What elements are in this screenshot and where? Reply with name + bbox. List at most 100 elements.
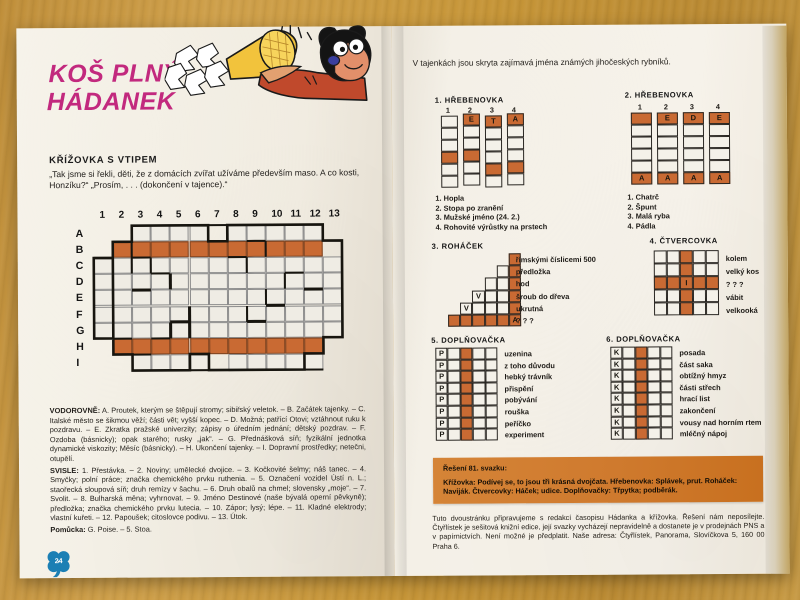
crossword-cell[interactable] [246,240,266,258]
puzzle-cell[interactable]: K [610,381,623,394]
puzzle-cell[interactable]: K [610,416,624,428]
puzzle-cell[interactable] [496,277,509,291]
puzzle-cell[interactable] [660,427,673,440]
puzzle-cell[interactable] [692,250,706,264]
puzzle-cell[interactable] [623,427,636,440]
crossword-cell[interactable] [304,321,324,338]
puzzle-cell[interactable] [667,302,681,316]
puzzle-cell[interactable] [653,263,667,277]
crossword-cell[interactable] [189,321,209,338]
puzzle-cell[interactable] [485,175,503,188]
puzzle-cell[interactable] [506,125,525,138]
crossword-cell[interactable] [304,288,324,305]
crossword-cell[interactable] [170,321,190,339]
crossword-cell[interactable] [285,337,305,354]
crossword-cell[interactable] [132,322,152,339]
puzzle-cell[interactable] [460,359,473,371]
puzzle-cell[interactable]: K [610,404,624,417]
crossword-cell[interactable] [132,289,152,307]
puzzle-cell[interactable] [635,427,649,440]
puzzle-cell[interactable]: E [708,111,730,125]
crossword-cell[interactable] [323,304,343,321]
puzzle-cell[interactable] [462,125,481,138]
crossword-cell[interactable] [323,320,343,338]
puzzle-cell[interactable]: K [610,346,623,359]
puzzle-cell[interactable] [441,151,459,164]
crossword-cell[interactable] [265,289,285,306]
puzzle-cell[interactable] [682,124,704,137]
puzzle-cell[interactable] [666,263,680,277]
puzzle-cell[interactable]: V [460,302,473,315]
puzzle-cell[interactable] [622,369,636,382]
crossword-cell[interactable] [189,305,209,322]
puzzle-cell[interactable] [660,392,673,405]
puzzle-cell[interactable] [709,159,731,173]
puzzle-cell[interactable] [635,381,648,393]
puzzle-cell[interactable] [635,358,648,370]
puzzle-cell[interactable] [659,346,673,359]
crossword-cell[interactable] [285,353,305,370]
crossword-cell[interactable] [227,224,247,242]
crossword-cell[interactable] [170,305,190,322]
crossword-cell[interactable] [112,257,132,274]
puzzle-cell[interactable] [484,347,498,360]
crossword-cell[interactable] [94,322,114,339]
puzzle-cell[interactable] [666,250,680,264]
puzzle-cell[interactable]: A [506,113,524,126]
puzzle-cell[interactable]: P [435,370,448,383]
puzzle-cell[interactable] [448,428,461,441]
crossword-cell[interactable] [94,306,114,323]
puzzle-cell[interactable] [647,404,661,417]
crossword-cell[interactable] [266,321,286,338]
crossword-cell[interactable] [284,256,304,273]
crossword-cell[interactable] [247,353,267,370]
puzzle-cell[interactable] [622,346,636,359]
crossword-cell[interactable] [189,257,209,274]
puzzle-cell[interactable] [447,382,461,395]
puzzle-cell[interactable] [447,394,461,406]
puzzle-cell[interactable] [708,123,730,137]
crossword-cell[interactable] [246,289,266,306]
crossword-cell[interactable] [303,224,323,241]
puzzle-cell[interactable] [635,392,648,405]
puzzle-cell[interactable] [631,160,653,173]
puzzle-cell[interactable] [447,359,461,371]
puzzle-cell[interactable]: A [683,172,705,185]
puzzle-cell[interactable] [692,263,706,277]
puzzle-cell[interactable]: K [610,427,624,440]
puzzle-cell[interactable]: P [435,405,449,418]
puzzle-cell[interactable] [683,160,705,173]
crossword-cell[interactable] [170,354,190,371]
puzzle-cell[interactable] [507,173,525,186]
puzzle-cell[interactable] [484,359,498,371]
puzzle-cell[interactable] [463,161,481,174]
puzzle-cell[interactable] [447,370,461,383]
puzzle-cell[interactable]: P [435,394,449,406]
crossword-cell[interactable] [151,354,171,371]
crossword-cell[interactable] [208,241,228,258]
crossword-cell[interactable] [285,305,305,322]
crossword-cell[interactable] [189,289,209,306]
puzzle-cell[interactable] [635,346,648,359]
puzzle-cell[interactable] [472,428,486,441]
puzzle-cell[interactable] [630,112,652,125]
puzzle-cell[interactable] [683,148,705,161]
puzzle-cell[interactable] [463,149,481,162]
puzzle-cell[interactable] [460,382,473,395]
puzzle-cell[interactable] [631,136,653,149]
puzzle-cell[interactable] [472,370,486,383]
puzzle-cell[interactable] [666,289,681,303]
puzzle-cell[interactable] [647,381,661,393]
puzzle-cell[interactable] [654,302,668,316]
puzzle-cell[interactable] [447,347,461,360]
puzzle-cell[interactable] [460,417,473,429]
puzzle-cell[interactable] [647,358,661,370]
puzzle-cell[interactable] [507,137,525,150]
puzzle-cell[interactable] [485,139,503,152]
puzzle-cell[interactable]: P [435,382,448,395]
crossword-cell[interactable] [131,225,151,242]
puzzle-cell[interactable] [485,393,498,406]
puzzle-cell[interactable] [705,263,719,277]
crossword-cell[interactable] [322,256,343,273]
crossword-cell[interactable] [113,306,133,323]
